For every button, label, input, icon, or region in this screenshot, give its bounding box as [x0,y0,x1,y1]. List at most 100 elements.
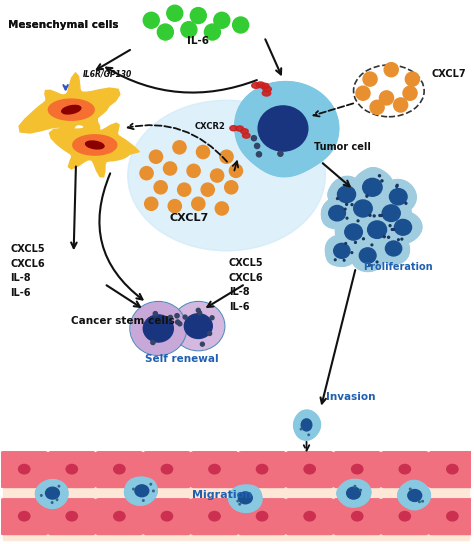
Text: Cancer stem cells: Cancer stem cells [71,317,175,326]
Polygon shape [36,480,68,509]
Circle shape [210,316,214,320]
Circle shape [355,242,356,243]
Circle shape [190,8,206,23]
FancyBboxPatch shape [0,499,48,535]
Ellipse shape [329,206,346,221]
Ellipse shape [258,106,308,151]
FancyBboxPatch shape [238,499,286,535]
Ellipse shape [263,86,272,92]
Circle shape [334,259,336,261]
Circle shape [133,489,134,490]
Ellipse shape [114,465,125,474]
Ellipse shape [238,492,252,504]
Circle shape [369,214,371,217]
Ellipse shape [256,511,268,521]
Circle shape [255,144,260,149]
Ellipse shape [86,141,104,149]
FancyBboxPatch shape [143,452,191,487]
Circle shape [239,503,240,505]
Ellipse shape [346,487,361,499]
Text: IL6R/GP130: IL6R/GP130 [83,70,132,79]
Ellipse shape [236,126,244,131]
Circle shape [214,13,230,28]
Ellipse shape [399,465,410,474]
Circle shape [176,320,180,324]
Circle shape [201,342,204,346]
Ellipse shape [46,487,59,499]
Polygon shape [376,233,410,264]
FancyBboxPatch shape [333,452,381,487]
Ellipse shape [66,465,77,474]
Text: Invasion: Invasion [327,392,376,401]
Circle shape [391,228,393,231]
Circle shape [337,197,338,200]
Ellipse shape [345,224,363,240]
Circle shape [393,98,408,112]
Ellipse shape [354,200,372,217]
Ellipse shape [304,511,315,521]
Polygon shape [398,480,430,510]
Text: Mesenchymal cells: Mesenchymal cells [8,20,118,30]
Ellipse shape [447,511,458,521]
FancyBboxPatch shape [3,453,469,540]
Circle shape [419,501,420,503]
Ellipse shape [368,221,387,238]
Circle shape [410,488,411,490]
Ellipse shape [252,83,260,88]
Circle shape [354,485,356,487]
FancyBboxPatch shape [0,452,48,487]
FancyBboxPatch shape [191,452,238,487]
Circle shape [388,236,390,238]
FancyBboxPatch shape [381,452,429,487]
Circle shape [363,72,377,86]
Ellipse shape [334,243,350,258]
Circle shape [208,331,211,336]
Circle shape [198,311,201,315]
Circle shape [343,259,345,261]
FancyBboxPatch shape [191,499,238,535]
Circle shape [401,238,403,240]
Circle shape [143,500,144,501]
Circle shape [379,214,381,217]
Text: Self renewal: Self renewal [145,354,219,364]
Circle shape [157,24,173,40]
FancyBboxPatch shape [143,499,191,535]
Polygon shape [19,73,120,140]
Polygon shape [380,180,416,213]
Circle shape [140,166,153,180]
Circle shape [360,490,361,491]
Circle shape [351,203,353,206]
Ellipse shape [18,465,30,474]
Circle shape [168,200,182,213]
Circle shape [384,63,398,77]
Ellipse shape [261,83,269,89]
Circle shape [196,145,210,159]
Circle shape [149,150,163,163]
FancyBboxPatch shape [95,499,143,535]
FancyBboxPatch shape [286,452,334,487]
Ellipse shape [209,465,220,474]
Circle shape [380,91,393,105]
Ellipse shape [304,465,315,474]
Ellipse shape [359,248,376,263]
Text: CXCL7: CXCL7 [169,213,209,223]
Ellipse shape [256,465,268,474]
Polygon shape [48,99,94,120]
Circle shape [403,86,417,100]
Circle shape [381,214,383,217]
Text: CXCR2: CXCR2 [195,122,226,131]
Polygon shape [293,410,320,440]
Ellipse shape [128,100,325,251]
Circle shape [383,236,385,238]
Circle shape [278,151,283,156]
Circle shape [201,183,214,196]
Ellipse shape [66,511,77,521]
Circle shape [356,86,370,100]
Circle shape [168,316,173,320]
Circle shape [405,202,407,204]
Circle shape [233,17,249,33]
FancyBboxPatch shape [238,452,286,487]
Circle shape [422,500,423,502]
Ellipse shape [394,219,411,235]
Text: CXCL7: CXCL7 [431,70,466,79]
